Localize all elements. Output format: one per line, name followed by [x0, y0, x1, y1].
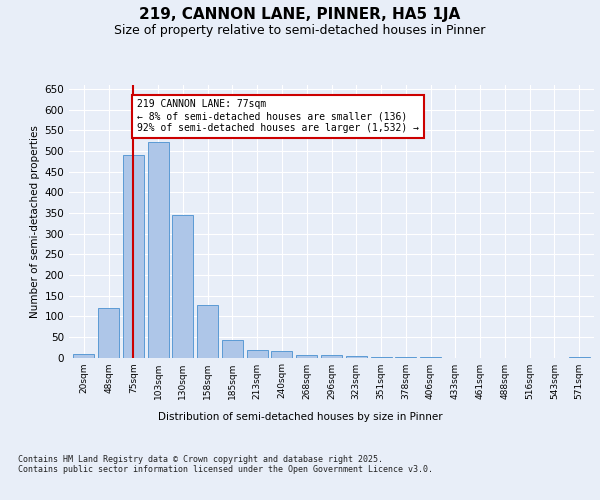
Text: Size of property relative to semi-detached houses in Pinner: Size of property relative to semi-detach… — [115, 24, 485, 37]
Bar — [148, 142, 169, 358]
Bar — [197, 305, 218, 358]
Bar — [222, 340, 243, 357]
Bar — [569, 356, 590, 358]
Bar — [346, 356, 367, 358]
Bar — [296, 354, 317, 358]
Bar — [73, 354, 94, 358]
Bar — [172, 215, 193, 358]
Text: Distribution of semi-detached houses by size in Pinner: Distribution of semi-detached houses by … — [158, 412, 442, 422]
Text: 219, CANNON LANE, PINNER, HA5 1JA: 219, CANNON LANE, PINNER, HA5 1JA — [139, 8, 461, 22]
Y-axis label: Number of semi-detached properties: Number of semi-detached properties — [30, 125, 40, 318]
Bar — [247, 350, 268, 358]
Bar — [271, 351, 292, 358]
Text: Contains HM Land Registry data © Crown copyright and database right 2025.
Contai: Contains HM Land Registry data © Crown c… — [18, 455, 433, 474]
Bar — [371, 356, 392, 358]
Text: 219 CANNON LANE: 77sqm
← 8% of semi-detached houses are smaller (136)
92% of sem: 219 CANNON LANE: 77sqm ← 8% of semi-deta… — [137, 100, 419, 132]
Bar — [321, 356, 342, 358]
Bar — [123, 155, 144, 358]
Bar — [98, 308, 119, 358]
